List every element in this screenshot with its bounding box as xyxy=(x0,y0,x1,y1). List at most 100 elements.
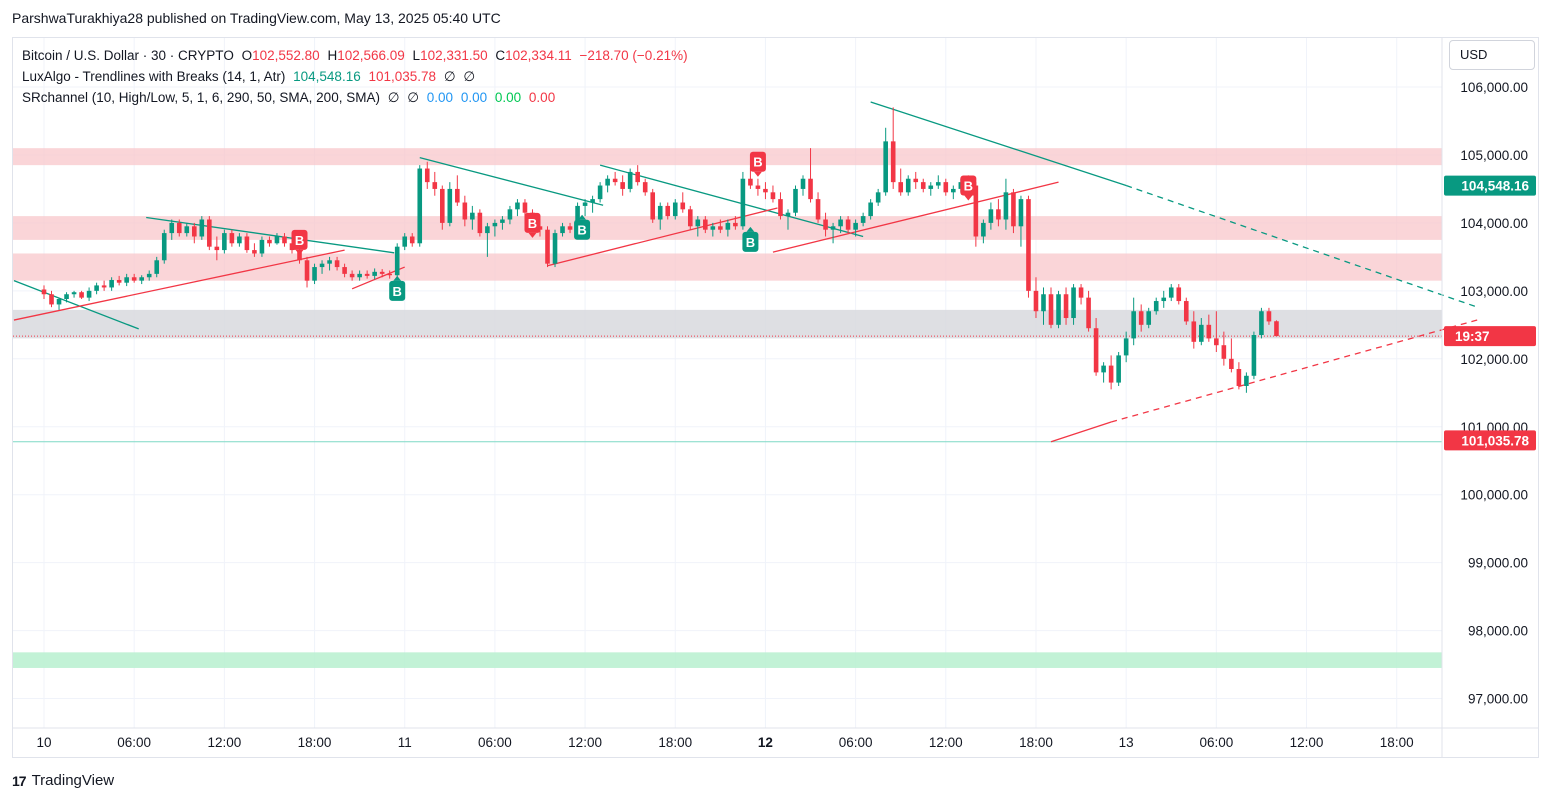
x-tick-label-2: 12:00 xyxy=(207,735,241,750)
legend-low-value: 102,331.50 xyxy=(420,48,488,63)
candle-body-106 xyxy=(838,219,843,227)
candle-body-153 xyxy=(1191,321,1197,342)
tradingview-brand[interactable]: TradingView xyxy=(31,772,115,789)
candle-body-13 xyxy=(139,277,144,281)
signal-pointer-0 xyxy=(295,249,304,255)
candle-body-85 xyxy=(680,202,686,210)
tradingview-logo-icon[interactable]: 17 xyxy=(12,772,27,789)
published-line: ParshwaTurakhiya28 published on TradingV… xyxy=(12,10,501,26)
candle-body-55 xyxy=(455,188,460,203)
candle-body-140 xyxy=(1093,328,1099,373)
candle-body-56 xyxy=(462,202,468,220)
candle-body-4 xyxy=(71,292,77,295)
candle-body-16 xyxy=(161,233,167,261)
candle-body-158 xyxy=(1229,358,1234,369)
x-tick-label-3: 18:00 xyxy=(298,735,332,750)
candle-body-89 xyxy=(710,226,716,230)
signal-label-3: B xyxy=(964,179,973,194)
candle-body-155 xyxy=(1206,324,1212,339)
legend-open-value: 102,552.80 xyxy=(252,48,320,63)
currency-button[interactable]: USD xyxy=(1449,40,1535,70)
chart-frame[interactable] xyxy=(12,37,1539,758)
candle-body-28 xyxy=(252,250,257,254)
candle-layer xyxy=(41,107,1279,393)
x-tick-label-8: 12 xyxy=(758,735,773,750)
indicator1-name[interactable]: LuxAlgo - Trendlines with Breaks (14, 1,… xyxy=(22,69,286,84)
candle-body-119 xyxy=(935,182,941,186)
candle-body-146 xyxy=(1138,311,1144,325)
y-tick-label-1: 98,000.00 xyxy=(1468,624,1528,639)
indicator1-value-3: ∅ xyxy=(443,69,456,84)
candle-body-49 xyxy=(409,236,415,244)
candle-body-127 xyxy=(996,209,1001,220)
candle-body-75 xyxy=(605,178,610,186)
signal-pointer-6 xyxy=(746,226,755,232)
candle-body-35 xyxy=(304,260,310,281)
candle-body-145 xyxy=(1131,311,1136,339)
indicator1-value-upper: 104,548.16 xyxy=(293,69,361,84)
candle-body-100 xyxy=(793,188,798,213)
candle-body-31 xyxy=(274,236,280,244)
signal-pointer-1 xyxy=(528,232,537,238)
sr-zone-layer xyxy=(13,148,1442,668)
candle-body-53 xyxy=(439,188,445,223)
candle-body-71 xyxy=(575,205,580,230)
candle-body-87 xyxy=(695,219,701,227)
trendline-8 xyxy=(547,207,778,267)
candle-body-152 xyxy=(1183,301,1189,322)
candle-body-86 xyxy=(687,209,693,227)
trendline-3 xyxy=(599,164,864,238)
trendline-0 xyxy=(13,280,139,330)
price-label-box-1 xyxy=(1444,326,1536,347)
candle-body-74 xyxy=(597,185,603,200)
grid-layer xyxy=(13,38,1442,728)
candle-body-68 xyxy=(552,233,558,264)
legend-close-label: C xyxy=(495,48,506,63)
buy-signal-5: B xyxy=(574,214,591,240)
candle-body-135 xyxy=(1056,294,1061,325)
candle-body-99 xyxy=(785,212,791,217)
sr-zone-neutral-3 xyxy=(13,309,1442,339)
signal-label-6: B xyxy=(746,235,755,250)
signal-badge-1 xyxy=(524,212,541,233)
candle-body-134 xyxy=(1048,294,1054,325)
candle-body-84 xyxy=(672,202,678,217)
candle-body-30 xyxy=(267,239,272,244)
legend-symbol[interactable]: Bitcoin / U.S. Dollar · 30 · CRYPTO xyxy=(22,48,234,63)
x-tick-label-12: 13 xyxy=(1119,735,1134,750)
sr-zone-support-4 xyxy=(13,652,1442,668)
candle-body-129 xyxy=(1011,192,1016,227)
legend-symbol-row: Bitcoin / U.S. Dollar · 30 · CRYPTO O102… xyxy=(22,45,688,66)
candle-body-112 xyxy=(883,141,888,193)
candle-body-37 xyxy=(319,263,325,268)
buy-signal-4: B xyxy=(389,275,406,301)
candle-body-115 xyxy=(905,178,911,193)
trendline-4 xyxy=(870,101,1127,187)
candle-body-19 xyxy=(184,226,190,234)
indicator2-name[interactable]: SRchannel (10, High/Low, 5, 1, 6, 290, 5… xyxy=(22,90,380,105)
candle-body-48 xyxy=(402,236,408,247)
candle-body-95 xyxy=(755,185,761,189)
candle-body-88 xyxy=(703,219,708,230)
candle-body-0 xyxy=(41,289,47,295)
candle-body-105 xyxy=(830,226,836,230)
candle-body-90 xyxy=(718,226,723,230)
candle-body-118 xyxy=(928,185,934,189)
signal-pointer-3 xyxy=(964,195,973,201)
x-tick-label-0: 10 xyxy=(36,735,51,750)
candle-body-116 xyxy=(913,178,919,183)
candle-body-29 xyxy=(259,239,265,254)
candle-body-39 xyxy=(334,260,340,268)
candle-body-21 xyxy=(199,219,205,237)
candle-body-70 xyxy=(567,226,573,230)
candle-body-97 xyxy=(770,192,776,200)
candle-body-157 xyxy=(1221,345,1227,359)
candle-body-17 xyxy=(169,222,175,234)
candle-body-143 xyxy=(1116,355,1121,383)
candle-body-69 xyxy=(560,226,565,234)
candle-body-46 xyxy=(387,273,392,276)
candle-body-34 xyxy=(297,250,302,261)
signal-badge-2 xyxy=(749,151,766,172)
candle-body-44 xyxy=(372,271,377,276)
